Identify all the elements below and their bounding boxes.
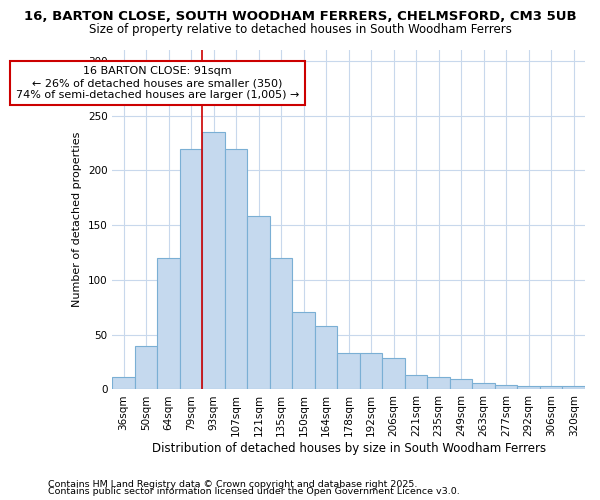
Bar [292, 312, 315, 390]
Text: 16 BARTON CLOSE: 91sqm
← 26% of detached houses are smaller (350)
74% of semi-de: 16 BARTON CLOSE: 91sqm ← 26% of detached… [16, 66, 299, 100]
Bar [427, 378, 450, 390]
Bar [315, 326, 337, 390]
Bar [495, 385, 517, 390]
X-axis label: Distribution of detached houses by size in South Woodham Ferrers: Distribution of detached houses by size … [152, 442, 546, 455]
Bar [360, 354, 382, 390]
Bar [472, 383, 495, 390]
Bar [270, 258, 292, 390]
Bar [202, 132, 225, 390]
Bar [562, 386, 585, 390]
Bar [517, 386, 540, 390]
Bar [450, 378, 472, 390]
Text: 16, BARTON CLOSE, SOUTH WOODHAM FERRERS, CHELMSFORD, CM3 5UB: 16, BARTON CLOSE, SOUTH WOODHAM FERRERS,… [23, 10, 577, 23]
Bar [540, 386, 562, 390]
Text: Contains public sector information licensed under the Open Government Licence v3: Contains public sector information licen… [48, 487, 460, 496]
Bar [112, 378, 135, 390]
Text: Size of property relative to detached houses in South Woodham Ferrers: Size of property relative to detached ho… [89, 22, 511, 36]
Bar [382, 358, 405, 390]
Bar [405, 375, 427, 390]
Bar [247, 216, 270, 390]
Bar [157, 258, 180, 390]
Bar [337, 354, 360, 390]
Y-axis label: Number of detached properties: Number of detached properties [72, 132, 82, 308]
Text: Contains HM Land Registry data © Crown copyright and database right 2025.: Contains HM Land Registry data © Crown c… [48, 480, 418, 489]
Bar [225, 148, 247, 390]
Bar [135, 346, 157, 390]
Bar [180, 148, 202, 390]
